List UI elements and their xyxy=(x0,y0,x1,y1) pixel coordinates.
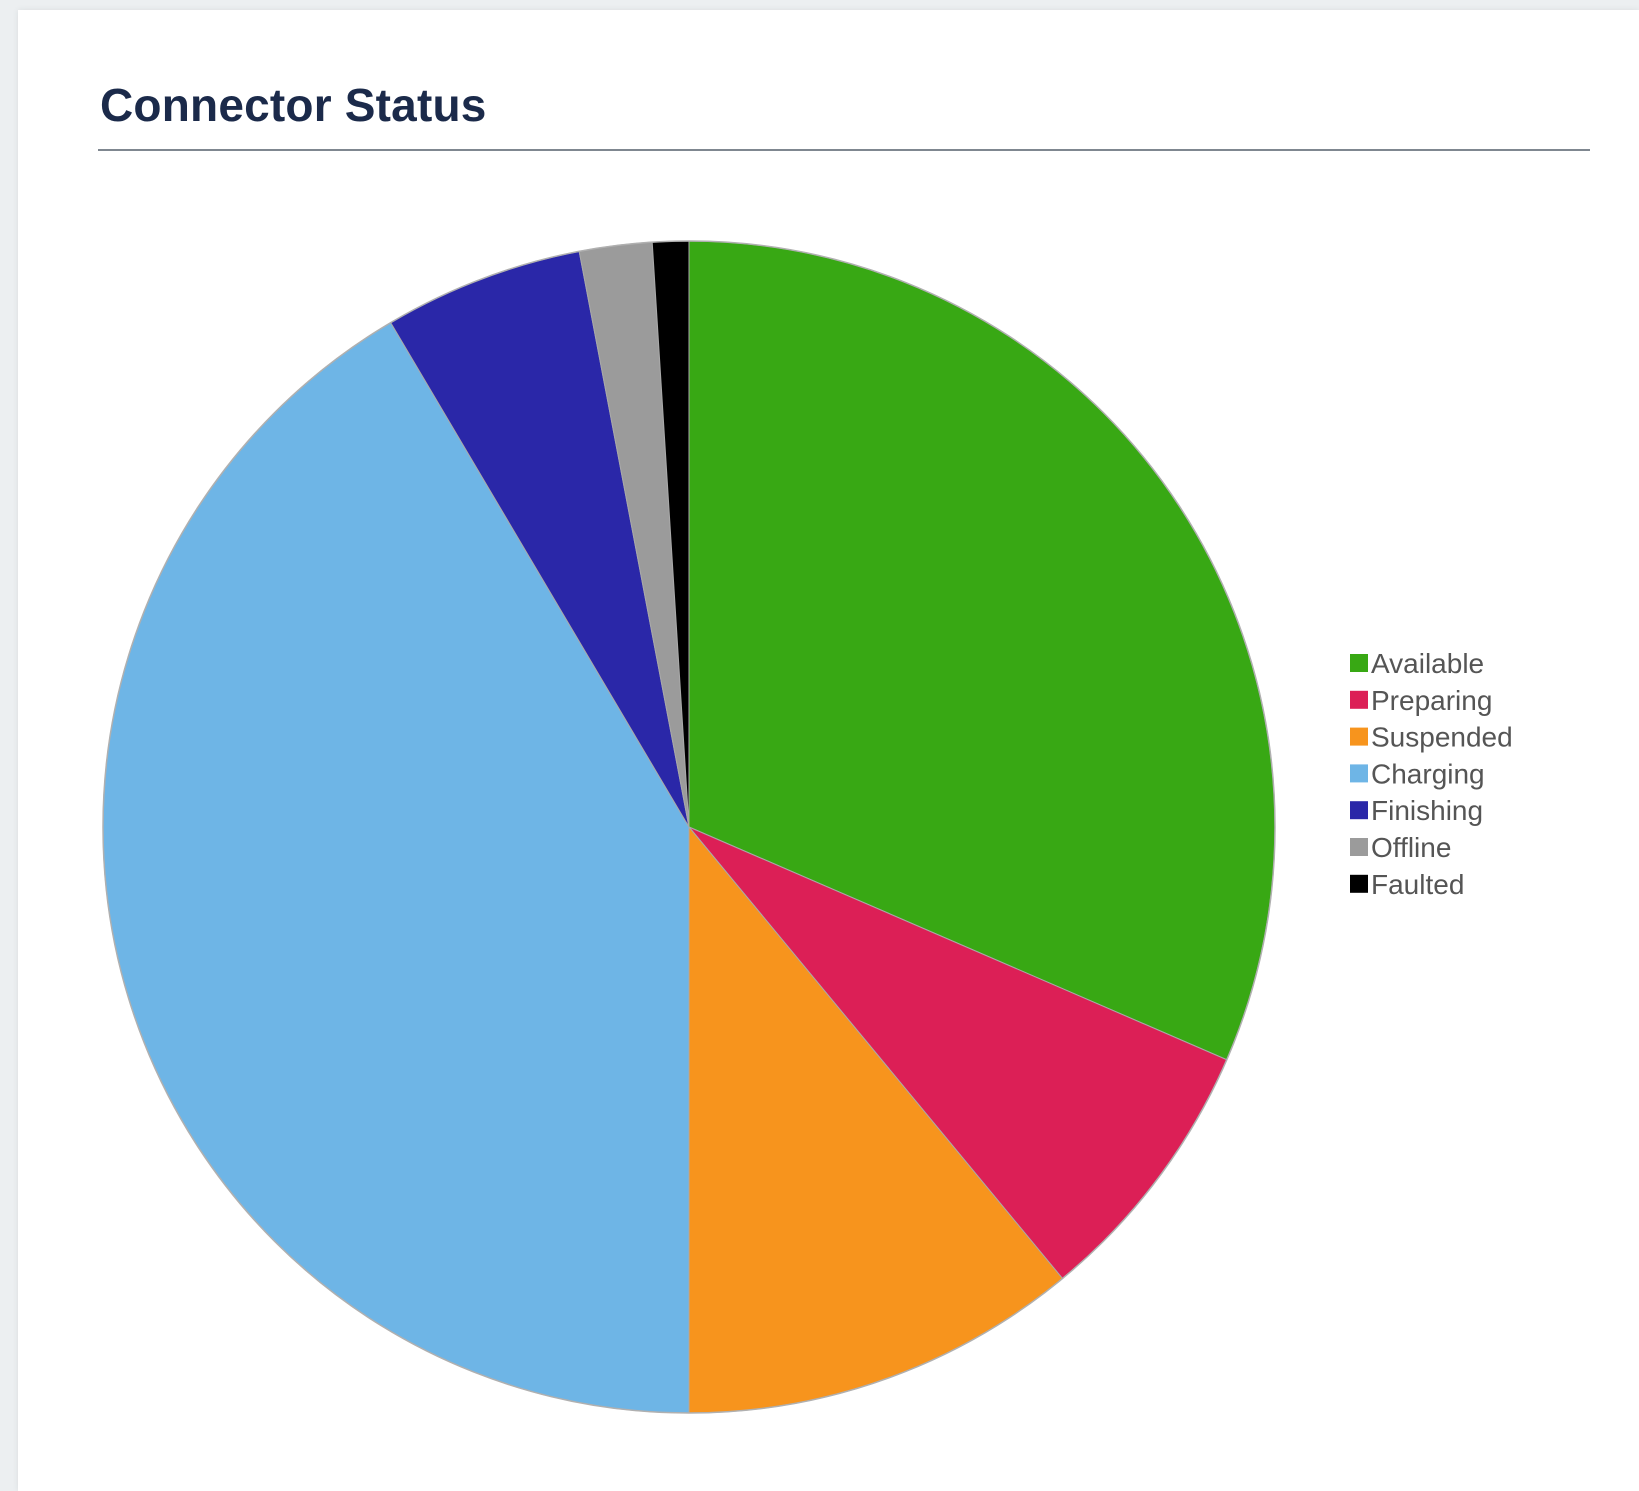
legend-label-charging: Charging xyxy=(1371,758,1485,789)
legend-item-available: Available xyxy=(1350,648,1484,679)
legend-label-preparing: Preparing xyxy=(1371,685,1492,716)
title-divider xyxy=(98,149,1590,151)
chart-legend: Available Preparing Suspended Charging Finis… xyxy=(1350,648,1513,900)
legend-item-finishing: Finishing xyxy=(1350,795,1483,826)
legend-item-charging: Charging xyxy=(1350,758,1485,789)
legend-label-suspended: Suspended xyxy=(1371,722,1513,753)
legend-item-preparing: Preparing xyxy=(1350,685,1492,716)
legend-swatch-preparing xyxy=(1350,690,1368,709)
pie-outline xyxy=(102,240,1276,1414)
legend-swatch-available xyxy=(1350,654,1368,672)
legend-swatch-offline xyxy=(1350,838,1368,856)
legend-label-offline: Offline xyxy=(1371,832,1451,863)
legend-item-suspended: Suspended xyxy=(1350,722,1513,753)
legend-swatch-suspended xyxy=(1350,727,1368,746)
legend-item-faulted: Faulted xyxy=(1350,869,1464,900)
pie-slices xyxy=(102,240,1276,1414)
legend-item-offline: Offline xyxy=(1350,832,1451,863)
legend-label-available: Available xyxy=(1371,648,1484,679)
legend-swatch-faulted xyxy=(1350,874,1368,893)
legend-swatch-charging xyxy=(1350,764,1368,783)
legend-swatch-finishing xyxy=(1350,801,1368,820)
legend-label-finishing: Finishing xyxy=(1371,795,1483,826)
panel-title: Connector Status xyxy=(100,79,487,131)
legend-label-faulted: Faulted xyxy=(1371,869,1464,900)
